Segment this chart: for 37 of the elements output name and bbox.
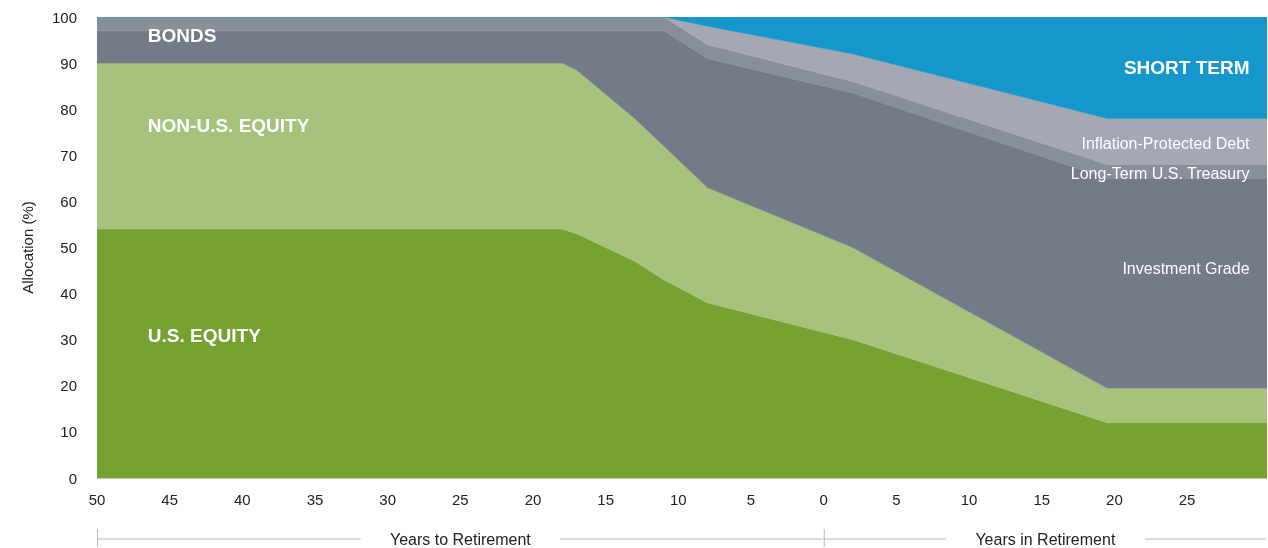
x-tick-label: 5 [892,491,901,508]
y-tick-label: 60 [60,192,77,210]
x-tick-label: 30 [379,491,397,508]
series-label: NON-U.S. EQUITY [147,114,310,136]
x-tick-label: 35 [306,491,324,508]
y-tick-label: 70 [60,146,77,164]
y-tick-label: 50 [60,239,77,256]
x-tick-label: 25 [452,491,469,508]
x-tick-label: 15 [597,491,615,508]
x-tick-label: 15 [1033,491,1051,508]
y-tick-label: 90 [60,54,77,72]
x-tick-label: 10 [670,491,687,508]
x-tick-label: 25 [1178,491,1196,508]
x-tick-label: 0 [819,491,828,508]
y-axis-title: Allocation (%) [19,201,36,294]
text: Years in Retirement [975,530,1116,548]
y-tick-label: 80 [60,100,77,118]
y-tick-label: 100 [51,8,77,26]
y-tick-label: 40 [60,285,77,303]
series-label: SHORT TERM [1123,57,1250,79]
x-tick-label: 20 [524,491,542,508]
y-tick-label: 30 [60,331,77,349]
y-tick-label: 20 [60,377,77,395]
x-tick-label: 10 [960,491,978,508]
series-label: Investment Grade [1122,259,1250,277]
x-tick-label: 45 [161,491,179,508]
x-tick-label: 20 [1106,491,1123,508]
x-tick-label: 50 [88,491,106,508]
series-label: U.S. EQUITY [147,324,262,346]
annotation: BONDS [147,24,217,46]
series-label: Inflation-Protected Debt [1081,135,1251,153]
series-label: Long-Term U.S. Treasury [1070,165,1250,183]
y-tick-label: 10 [60,423,77,441]
x-tick-label: 5 [746,491,756,508]
x-tick-label: 40 [234,491,251,508]
y-tick-label: 0 [68,469,77,487]
text: Years to Retirement [389,530,532,548]
